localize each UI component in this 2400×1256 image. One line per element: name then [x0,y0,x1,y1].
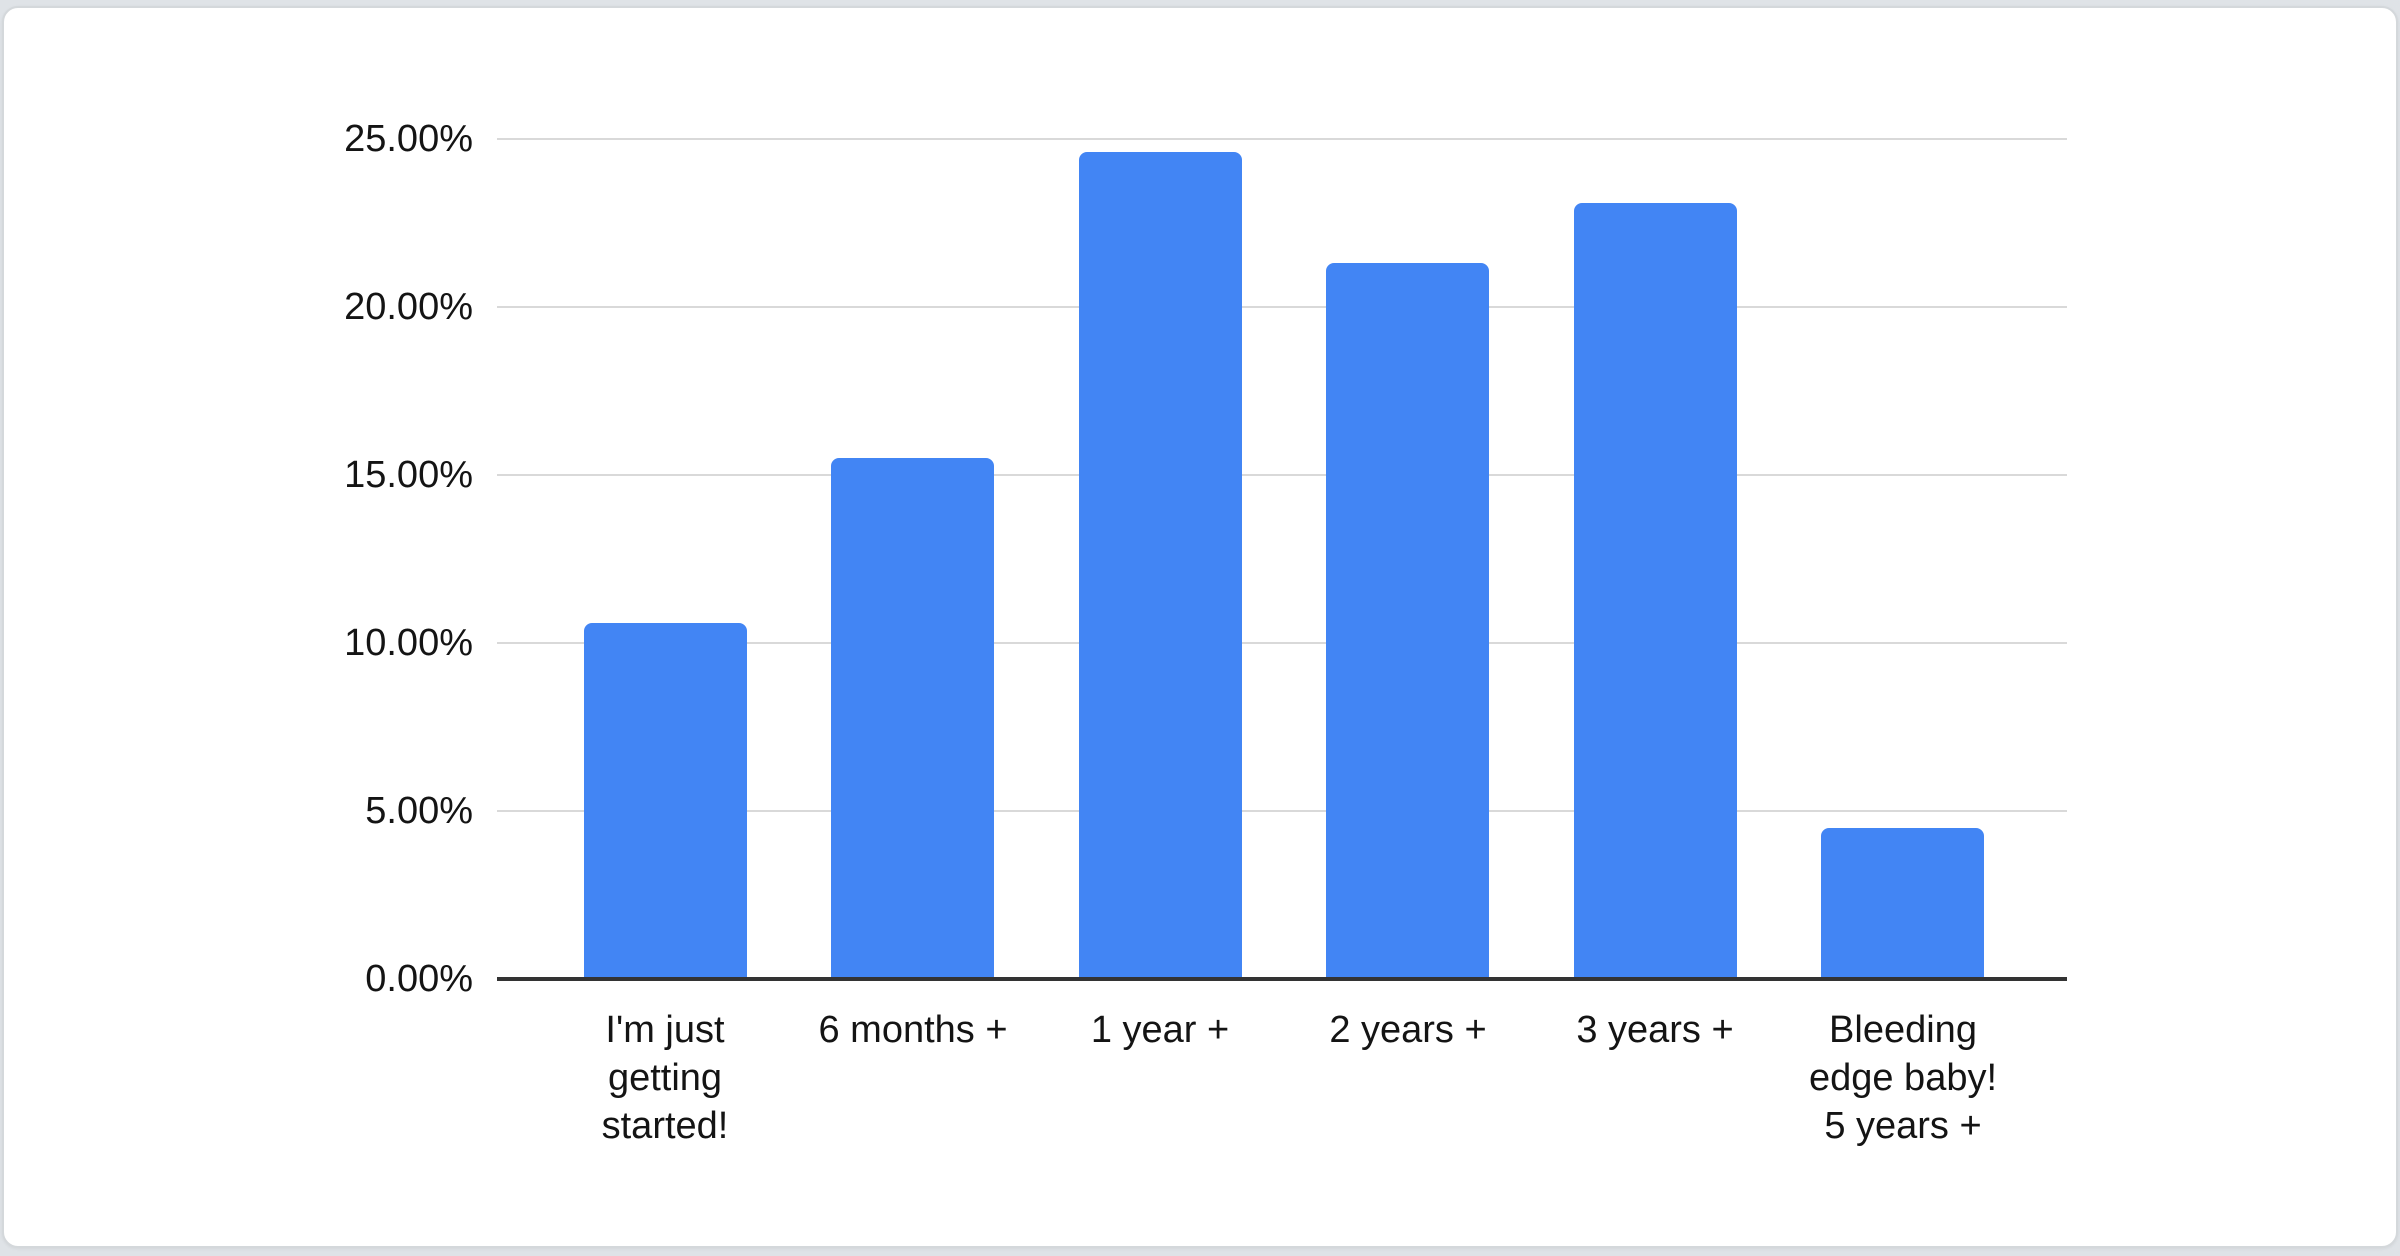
bar [1574,203,1737,979]
x-axis-category-label: Bleeding edge baby! 5 years + [1808,1009,1998,1147]
bar [1079,152,1242,979]
y-axis-tick-label: 25.00% [344,118,473,160]
gridline [497,810,2067,812]
y-axis-tick-label: 15.00% [344,454,473,496]
gridline [497,138,2067,140]
y-axis-tick-label: 0.00% [365,958,473,1000]
gridline [497,642,2067,644]
bar [1326,263,1489,979]
bar [584,623,747,979]
x-axis-category-label: 3 years + [1576,1009,1734,1051]
x-axis-category-label: I'm just getting started! [601,1009,729,1147]
bar [831,458,994,979]
gridline [497,306,2067,308]
gridline [497,474,2067,476]
bar [1821,828,1984,979]
x-axis-category-label: 6 months + [818,1009,1008,1051]
x-axis-line [497,977,2067,981]
x-axis-category-label: 1 year + [1090,1009,1230,1051]
x-axis-category-label: 2 years + [1329,1009,1487,1051]
y-axis-tick-label: 20.00% [344,286,473,328]
y-axis-tick-label: 5.00% [365,790,473,832]
y-axis-tick-label: 10.00% [344,622,473,664]
